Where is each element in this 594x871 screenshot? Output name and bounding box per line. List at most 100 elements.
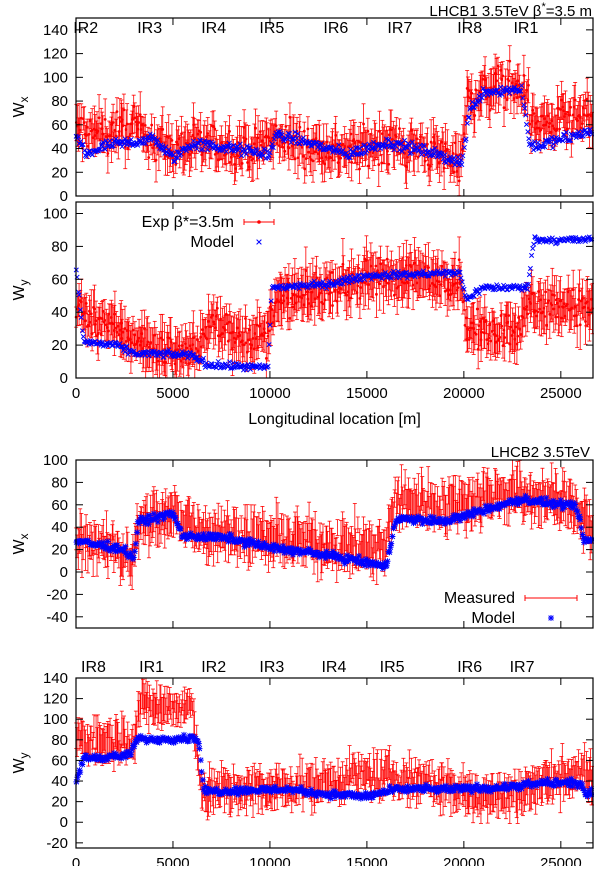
ir-label: IR7: [387, 20, 412, 37]
data-point: [303, 130, 306, 133]
data-point: [139, 113, 142, 116]
data-point: [106, 152, 109, 155]
data-point: [473, 114, 476, 117]
data-point: [527, 84, 530, 87]
data-point: [331, 304, 334, 307]
data-point: [476, 308, 479, 311]
data-point: [429, 165, 432, 168]
data-point: [85, 302, 88, 305]
data-point: [507, 314, 510, 317]
data-point: [444, 142, 447, 145]
data-point: [554, 316, 557, 319]
data-point: [192, 336, 195, 339]
data-point: [259, 130, 262, 133]
data-point: [97, 332, 100, 335]
data-point: [339, 157, 342, 160]
data-point: [369, 265, 372, 268]
ir-label: IR3: [137, 20, 162, 37]
data-point: [287, 303, 290, 306]
data-point: [441, 265, 444, 268]
data-point: [465, 317, 468, 320]
data-point: [416, 137, 419, 140]
data-point: [150, 124, 153, 127]
data-point: [329, 291, 332, 294]
data-point: [574, 99, 577, 102]
data-point: [498, 336, 501, 339]
data-point: [107, 330, 110, 333]
data-point: [563, 302, 566, 305]
data-point: [283, 150, 286, 153]
y-tick-label: 120: [43, 46, 68, 63]
y-tick-label: 40: [51, 141, 68, 158]
data-point: [558, 128, 561, 131]
data-point: [147, 156, 150, 159]
data-point: [527, 136, 531, 140]
data-point: [212, 321, 215, 324]
data-point: [495, 79, 498, 82]
ir-label: IR1: [513, 20, 538, 37]
data-point: [324, 298, 327, 301]
data-point: [506, 98, 509, 101]
data-point: [174, 362, 177, 365]
data-point: [118, 130, 121, 133]
data-point: [94, 323, 97, 326]
data-point: [458, 179, 461, 182]
data-point: [578, 289, 581, 292]
data-point: [216, 307, 219, 310]
data-point: [359, 286, 362, 289]
data-point: [280, 302, 283, 305]
data-point: [367, 165, 370, 168]
data-point: [133, 116, 136, 119]
data-point: [104, 118, 107, 121]
data-point: [488, 337, 491, 340]
data-point: [84, 319, 87, 322]
data-point: [579, 116, 582, 119]
data-point: [180, 132, 183, 135]
data-point: [307, 128, 310, 131]
data-point: [155, 159, 158, 162]
data-point: [350, 133, 353, 136]
data-point: [358, 168, 361, 171]
data-point: [275, 124, 278, 127]
data-point: [161, 128, 164, 131]
data-point: [241, 162, 244, 165]
data-point: [438, 162, 441, 165]
ir-label: IR2: [73, 20, 98, 37]
data-point: [438, 280, 441, 283]
data-point: [149, 341, 152, 344]
data-point: [516, 335, 519, 338]
data-point: [219, 318, 222, 321]
data-point: [550, 304, 553, 307]
data-point: [86, 126, 89, 129]
y-tick-label: 80: [51, 93, 68, 110]
data-point: [206, 132, 209, 135]
data-point: [112, 121, 115, 124]
data-point: [508, 60, 511, 63]
data-point: [303, 167, 306, 170]
data-point: [458, 258, 461, 261]
data-point: [167, 135, 170, 138]
chart-title: LHCB1 3.5TeV β*=3.5 m: [429, 1, 592, 20]
series-measured: [74, 46, 594, 196]
series-measured: [74, 236, 594, 378]
data-point: [387, 163, 390, 166]
data-points: [74, 235, 594, 378]
data-point: [294, 157, 297, 160]
data-point: [224, 329, 227, 332]
data-point: [257, 346, 260, 349]
y-tick-label: 60: [51, 117, 68, 134]
data-point: [470, 92, 473, 95]
data-point: [213, 128, 216, 131]
data-point: [366, 130, 369, 133]
data-point: [257, 136, 260, 139]
data-point: [374, 265, 377, 268]
data-points: [74, 46, 594, 196]
y-axis-label: Wx: [11, 96, 31, 117]
data-point: [265, 357, 268, 360]
data-point: [503, 106, 506, 109]
data-point: [254, 127, 257, 130]
ir-label: IR8: [457, 20, 482, 37]
data-point: [288, 146, 291, 149]
y-tick-label: 20: [51, 164, 68, 181]
